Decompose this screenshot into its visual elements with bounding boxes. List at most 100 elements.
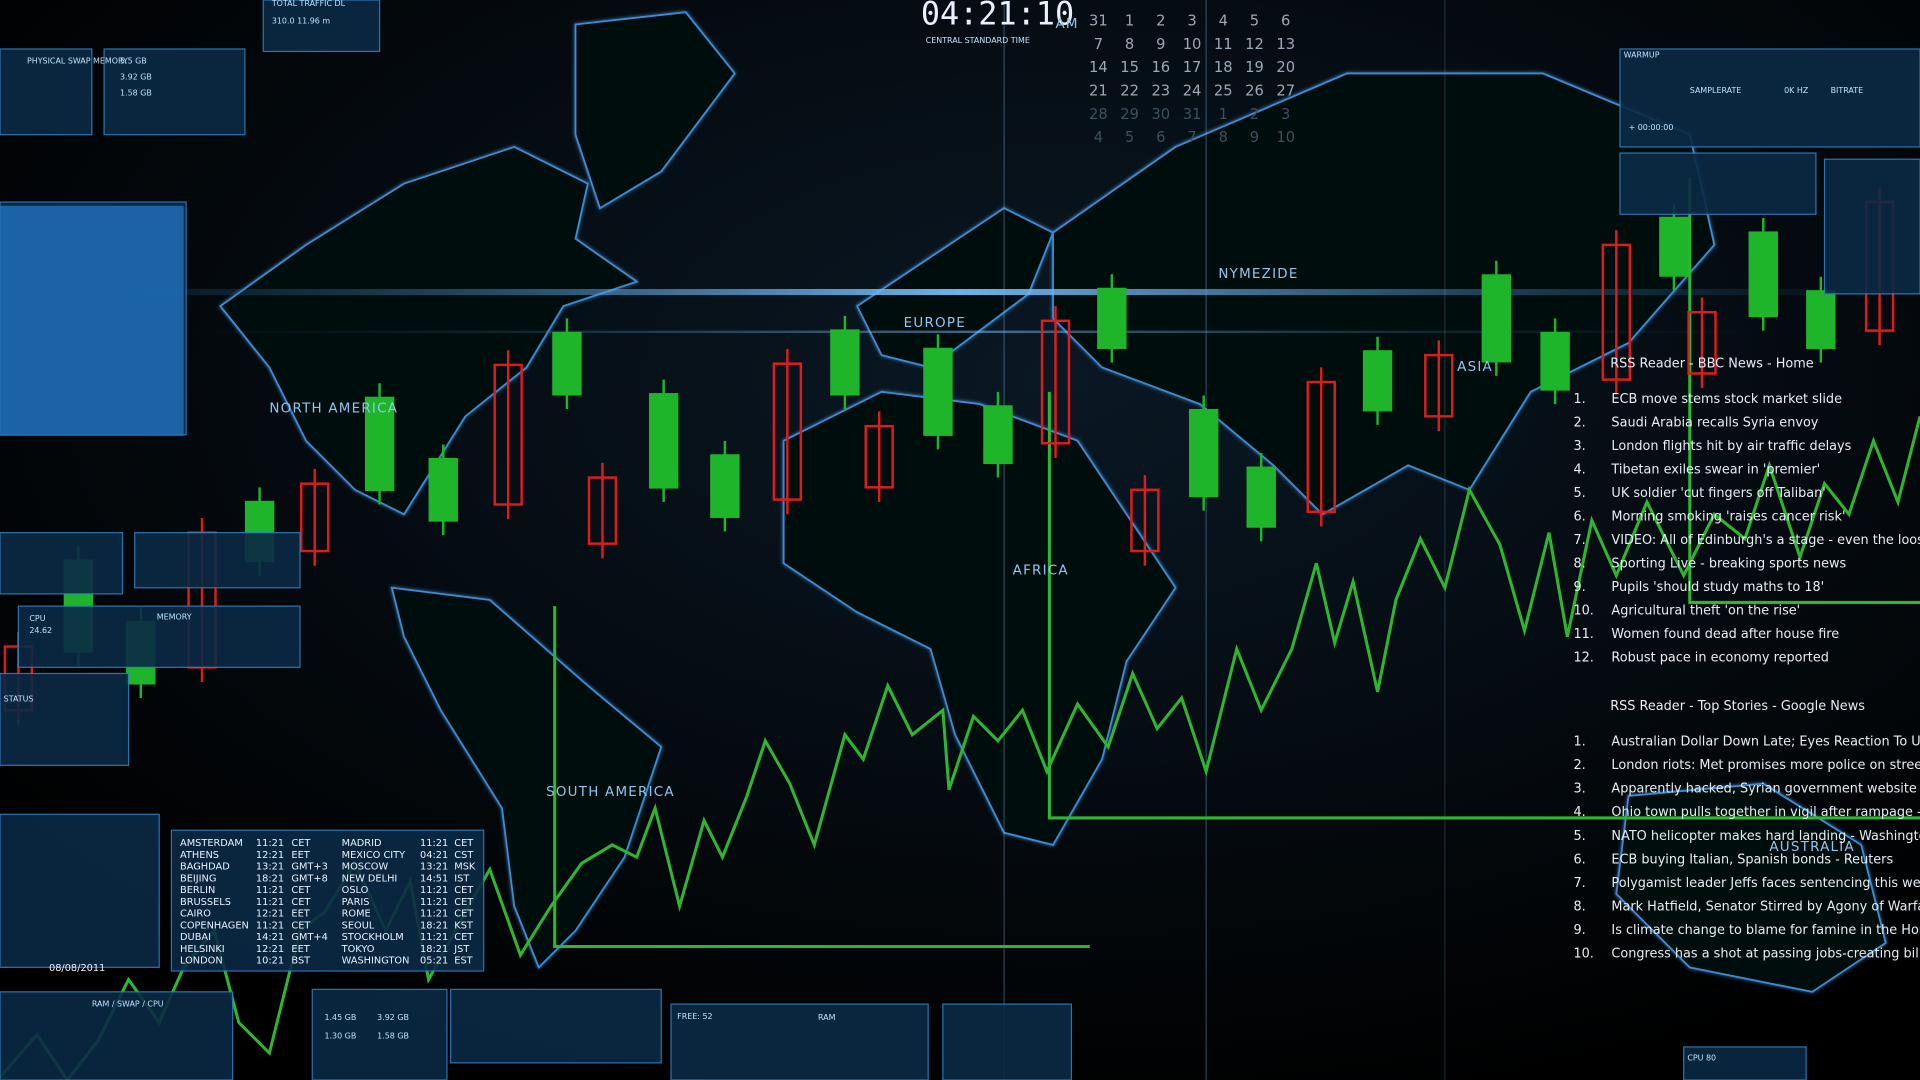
label: NEW DELHI: [342, 873, 398, 884]
label: GMT+3: [291, 862, 327, 873]
candle-body: [1659, 216, 1689, 277]
label: EET: [291, 909, 309, 920]
label: CET: [291, 897, 310, 908]
candle-body: [428, 457, 458, 522]
label: DUBAI: [180, 932, 211, 943]
label: 12: [1245, 36, 1264, 53]
label: Saudi Arabia recalls Syria envoy: [1611, 415, 1818, 430]
candle-body: [552, 331, 582, 396]
label: 4: [1219, 13, 1228, 30]
label: 11:21: [420, 885, 448, 896]
label: 3.: [1573, 439, 1585, 454]
hud-panel: [262, 0, 381, 53]
label: 11: [1214, 36, 1233, 53]
label: PARIS: [342, 897, 370, 908]
label: CET: [291, 885, 310, 896]
label: ATHENS: [180, 850, 219, 861]
candle-body: [923, 347, 953, 436]
label: 31: [1089, 13, 1108, 30]
label: 5.: [1573, 486, 1585, 501]
label: CPU 80: [1687, 1053, 1716, 1062]
label: 14: [1089, 59, 1108, 76]
label: 21: [1089, 83, 1108, 100]
label: 1: [1219, 106, 1228, 123]
label: OSLO: [342, 885, 369, 896]
label: 1.30 GB: [324, 1031, 356, 1040]
hud-panel: [0, 672, 130, 766]
label: NORTH AMERICA: [269, 402, 398, 417]
label: 1.: [1573, 735, 1585, 750]
label: 310.0 11.96 m: [272, 16, 330, 25]
hud-panel: [17, 605, 301, 668]
label: CET: [454, 838, 473, 849]
candle-body: [1540, 331, 1570, 391]
candle-body: [1246, 466, 1276, 528]
label: 3: [1281, 106, 1290, 123]
label: 1.: [1573, 392, 1585, 407]
hud-panel: [942, 1003, 1073, 1080]
label: WASHINGTON: [342, 956, 410, 967]
label: Australian Dollar Down Late; Eyes Reacti…: [1611, 735, 1920, 750]
label: 10: [1183, 36, 1202, 53]
candle-body: [1481, 274, 1512, 363]
label: 26: [1245, 83, 1264, 100]
label: ASIA: [1457, 360, 1493, 375]
candle-body: [1362, 350, 1393, 412]
label: 9: [1156, 36, 1165, 53]
label: BAGHDAD: [180, 862, 230, 873]
label: 9.: [1573, 580, 1585, 595]
label: London flights hit by air traffic delays: [1611, 439, 1851, 454]
candle-body: [1130, 488, 1160, 553]
label: 14:21: [256, 932, 284, 943]
hud-panel: [0, 48, 93, 136]
label: PHYSICAL SWAP MEMORY: [27, 57, 128, 66]
hud-panel: [1823, 158, 1920, 295]
label: Women found dead after house fire: [1611, 627, 1839, 642]
label: 11.: [1573, 627, 1593, 642]
label: IST: [454, 873, 469, 884]
candle-body: [1748, 231, 1778, 318]
label: London riots: Met promises more police o…: [1611, 758, 1920, 773]
label: 16: [1151, 59, 1170, 76]
label: 12:21: [256, 909, 284, 920]
hud-panel: [0, 991, 234, 1080]
label: UK soldier 'cut fingers off Taliban': [1611, 486, 1825, 501]
label: 25: [1214, 83, 1233, 100]
label: 12:21: [256, 944, 284, 955]
label: 24.62: [29, 626, 52, 635]
label: 1.58 GB: [120, 89, 152, 98]
label: VIDEO: All of Edinburgh's a stage - even…: [1611, 533, 1920, 548]
label: SAMPLERATE: [1690, 86, 1742, 95]
label: 6: [1156, 129, 1165, 146]
label: Morning smoking 'raises cancer risk': [1611, 509, 1845, 524]
label: CET: [454, 897, 473, 908]
label: EET: [291, 944, 309, 955]
label: 13:21: [256, 862, 284, 873]
label: FREE: 52: [677, 1012, 712, 1021]
label: 11:21: [256, 885, 284, 896]
candle-body: [1188, 408, 1219, 498]
label: Mark Hatfield, Senator Stirred by Agony …: [1611, 899, 1920, 914]
label: 7.: [1573, 876, 1585, 891]
hud-panel: [1619, 152, 1817, 215]
label: 3: [1187, 13, 1196, 30]
label: 15: [1120, 59, 1139, 76]
label: 6: [1281, 13, 1290, 30]
label: 7.: [1573, 533, 1585, 548]
label: 5: [1125, 129, 1134, 146]
candle-body: [648, 393, 679, 489]
label: Agricultural theft 'on the rise': [1611, 603, 1800, 618]
candle-body: [1806, 290, 1836, 349]
label: STOCKHOLM: [342, 932, 404, 943]
candle-body: [983, 405, 1013, 465]
label: 6.: [1573, 509, 1585, 524]
label: 2: [1156, 13, 1165, 30]
label: 6.: [1573, 852, 1585, 867]
label: 23: [1151, 83, 1170, 100]
label: 13: [1276, 36, 1295, 53]
candle-body: [1424, 353, 1454, 418]
label: MADRID: [342, 838, 382, 849]
label: 12.: [1573, 650, 1593, 665]
label: CET: [291, 838, 310, 849]
